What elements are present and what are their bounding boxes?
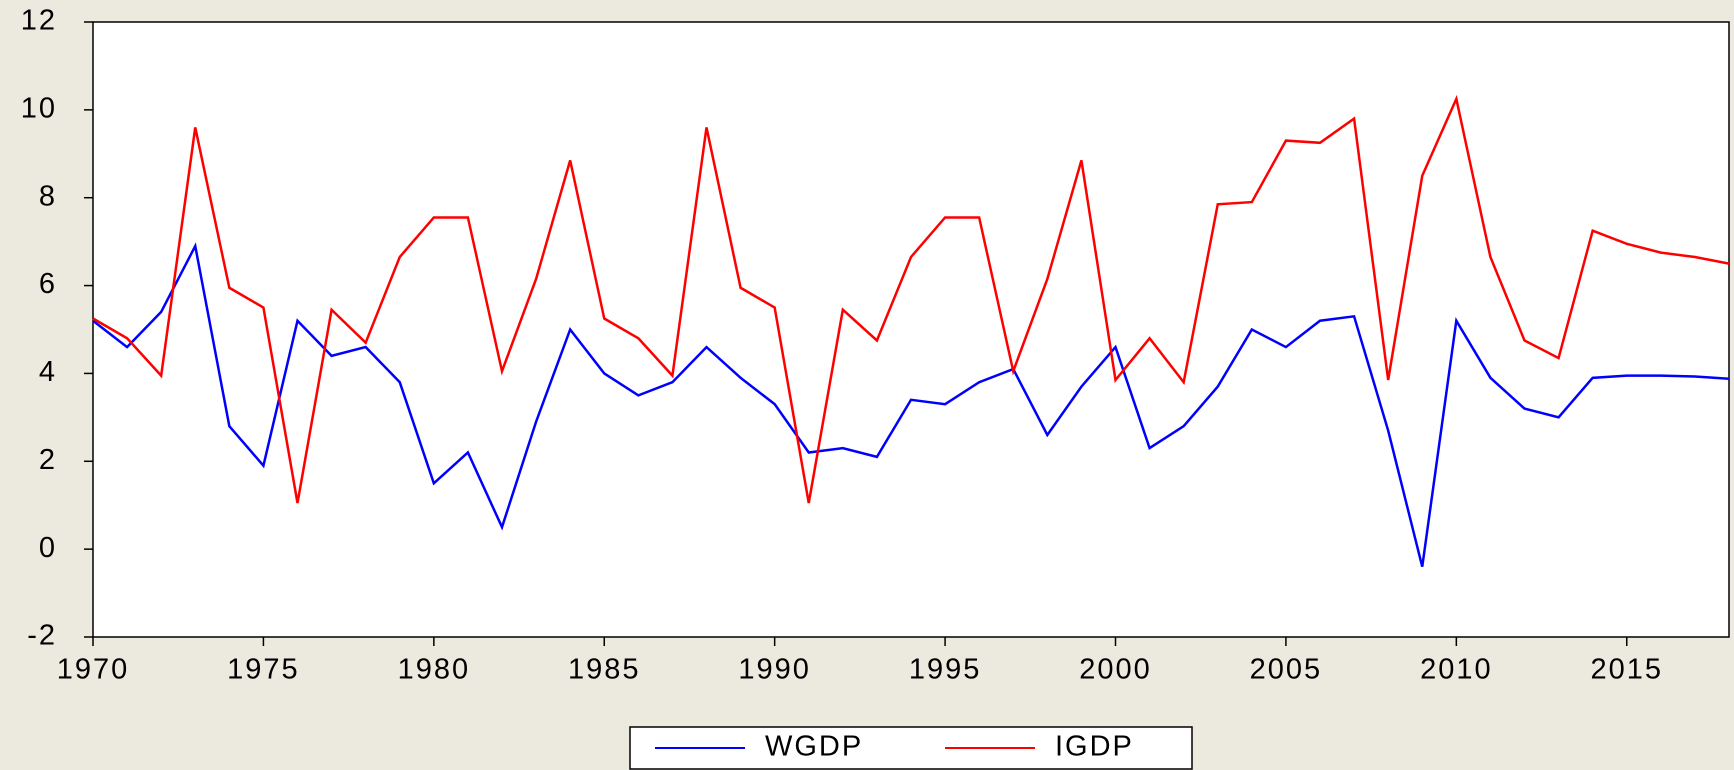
y-tick-label: 0 xyxy=(39,532,57,564)
x-tick-label: 1975 xyxy=(227,654,300,686)
x-tick-label: 2000 xyxy=(1079,654,1152,686)
x-tick-label: 1995 xyxy=(909,654,982,686)
x-tick-label: 2005 xyxy=(1250,654,1323,686)
y-tick-label: 2 xyxy=(39,444,57,476)
series-line xyxy=(92,242,1730,568)
y-tick-label: 10 xyxy=(21,93,57,125)
x-tick-label: 2015 xyxy=(1590,654,1663,686)
series-line xyxy=(92,94,1730,504)
plot-area xyxy=(92,21,1730,638)
x-tick-label: 1980 xyxy=(398,654,471,686)
y-tick-label: 8 xyxy=(39,180,57,212)
legend-label: WGDP xyxy=(765,731,863,763)
y-tick-label: 4 xyxy=(39,356,57,388)
y-tick-label: 6 xyxy=(39,268,57,300)
x-tick-label: 2010 xyxy=(1420,654,1493,686)
y-tick-label: 12 xyxy=(21,5,57,37)
x-tick-label: 1990 xyxy=(738,654,811,686)
y-tick-label: -2 xyxy=(27,620,57,652)
legend-label: IGDP xyxy=(1055,731,1134,763)
x-tick-label: 1985 xyxy=(568,654,641,686)
x-tick-label: 1970 xyxy=(57,654,130,686)
